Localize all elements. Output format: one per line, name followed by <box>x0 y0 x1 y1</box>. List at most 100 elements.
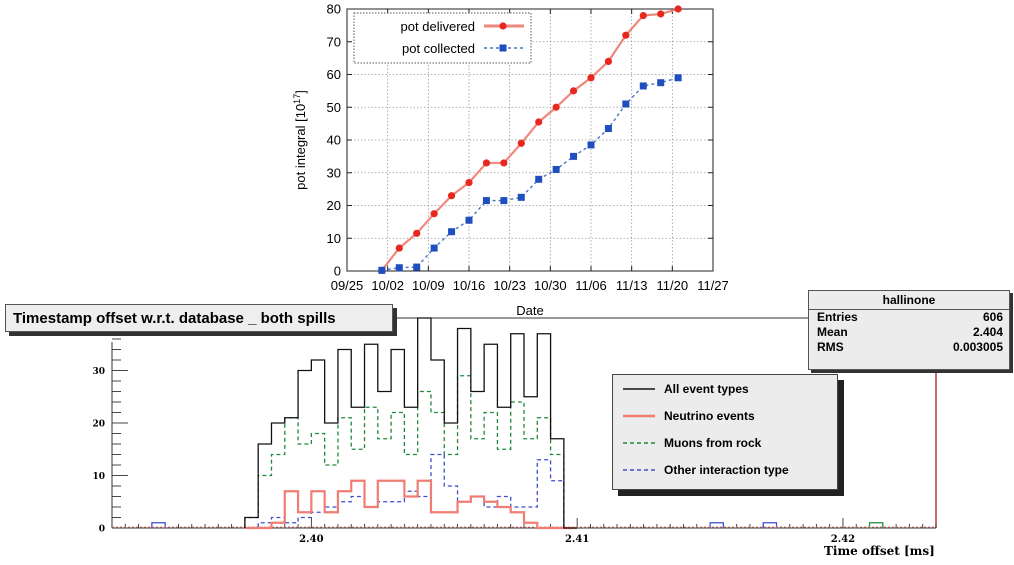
pot-point-collected <box>517 193 525 201</box>
pot-integral-chart: 09/25 10/02 10/09 10/16 10/23 10/30 11/06 11/13… <box>292 2 729 319</box>
pot-x-tick-label: 10/30 <box>534 278 567 293</box>
legend-item-other: Other interaction type <box>613 457 837 483</box>
pot-y-tick-label: 10 <box>327 231 341 246</box>
pot-point-collected <box>535 175 543 183</box>
pot-legend-marker-delivered <box>499 22 507 30</box>
pot-point-delivered <box>482 159 491 167</box>
legend-swatch-neutrino <box>623 414 655 418</box>
histogram-series-3 <box>244 453 578 529</box>
histogram-x-tick-label: 2.41 <box>565 534 589 545</box>
pot-y-tick-label: 40 <box>327 133 341 148</box>
stats-mean-label: Mean <box>817 325 848 339</box>
pot-point-delivered <box>447 192 456 200</box>
stats-mean-value: 2.404 <box>972 325 1003 339</box>
pot-point-delivered <box>395 244 403 252</box>
pot-y-tick-label: 30 <box>327 165 341 180</box>
pot-point-collected <box>413 263 421 271</box>
pot-y-tick-label: 20 <box>327 198 341 213</box>
pot-axes: 09/25 10/02 10/09 10/16 10/23 10/30 11/06 11/13… <box>327 2 729 294</box>
pot-legend-label-collected: pot collected <box>402 41 475 56</box>
histogram-x-axis-title: Time offset [ms] <box>824 544 935 558</box>
histogram-series-1 <box>244 479 578 530</box>
legend-label-other: Other interaction type <box>664 463 789 477</box>
pot-point-delivered <box>413 229 421 237</box>
legend-label-all: All event types <box>664 382 749 396</box>
pot-point-delivered <box>465 178 473 187</box>
stats-histogram-name: hallinone <box>809 291 1009 310</box>
timestamp-offset-histogram: 0 10 20 30 2.40 2.41 2.42 <box>92 317 937 545</box>
pot-x-tick-label: 11/13 <box>616 278 648 293</box>
pot-point-collected <box>604 125 612 133</box>
pot-point-delivered <box>535 118 543 126</box>
histogram-title: Timestamp offset w.r.t. database _ both … <box>5 304 393 332</box>
pot-y-tick-label: 0 <box>334 264 341 279</box>
pot-point-delivered <box>639 11 647 20</box>
stats-entries-label: Entries <box>817 310 858 324</box>
pot-series-line-0 <box>380 7 679 272</box>
pot-point-collected <box>430 244 438 252</box>
pot-x-tick-label: 10/09 <box>412 278 445 293</box>
pot-point-collected <box>500 197 508 205</box>
pot-x-tick-label: 11/27 <box>697 278 729 293</box>
legend-item-all: All event types <box>613 376 837 402</box>
pot-point-delivered <box>552 103 560 111</box>
pot-x-tick-label: 11/06 <box>575 278 607 293</box>
histogram-series-2 <box>244 375 578 529</box>
pot-grid <box>347 9 713 271</box>
legend-swatch-all <box>623 388 655 390</box>
histogram-x-tick-label: 2.40 <box>299 534 323 545</box>
histogram-y-tick-label: 30 <box>92 367 105 377</box>
legend-swatch-other <box>623 469 655 471</box>
pot-point-collected <box>674 74 682 82</box>
stats-row-entries: Entries 606 <box>809 310 1009 325</box>
histogram-stray-bin <box>762 522 778 528</box>
histogram-y-tick-label: 0 <box>99 525 105 535</box>
pot-point-collected <box>378 266 386 274</box>
pot-y-tick-label: 50 <box>327 100 341 115</box>
pot-x-tick-label: 09/25 <box>331 278 364 293</box>
histogram-stats-box: hallinone Entries 606 Mean 2.404 RMS 0.0030… <box>808 290 1010 370</box>
pot-point-collected <box>552 165 560 173</box>
pot-point-delivered <box>430 210 438 218</box>
histogram-y-tick-label: 20 <box>92 420 105 430</box>
pot-point-collected <box>657 79 665 87</box>
legend-item-neutrino: Neutrino events <box>613 403 837 429</box>
pot-y-axis-title: pot integral [1017] <box>292 90 308 190</box>
legend-label-neutrino: Neutrino events <box>664 409 755 423</box>
histogram-stray-bin <box>868 522 884 528</box>
pot-x-tick-label: 10/16 <box>453 278 486 293</box>
pot-point-collected <box>395 264 403 272</box>
pot-point-delivered <box>587 74 595 82</box>
pot-point-delivered <box>622 31 630 39</box>
histogram-series <box>112 317 936 530</box>
pot-point-collected <box>465 216 473 224</box>
stats-rms-value: 0.003005 <box>952 340 1003 354</box>
pot-y-tick-label: 60 <box>327 67 341 82</box>
pot-x-tick-label: 10/02 <box>371 278 404 293</box>
pot-point-delivered <box>500 159 508 167</box>
pot-x-axis-title: Date <box>516 303 543 318</box>
pot-point-collected <box>570 152 578 160</box>
pot-point-delivered <box>569 87 578 95</box>
histogram-y-tick-label: 10 <box>92 472 105 482</box>
histogram-legend: All event types Neutrino events Muons fr… <box>612 374 838 490</box>
legend-swatch-muons <box>623 442 655 444</box>
pot-legend: pot delivered pot collected <box>353 12 532 64</box>
pot-point-collected <box>587 141 595 149</box>
pot-y-tick-label: 70 <box>327 34 341 49</box>
legend-label-muons: Muons from rock <box>664 436 762 450</box>
pot-y-tick-label: 80 <box>327 2 341 17</box>
histogram-x-tick-label: 2.42 <box>831 534 855 545</box>
stats-entries-value: 606 <box>982 310 1003 324</box>
legend-item-muons: Muons from rock <box>613 430 837 456</box>
pot-series <box>378 5 682 274</box>
pot-y-axis-title-tail: ] <box>293 90 308 94</box>
pot-legend-label-delivered: pot delivered <box>401 19 475 34</box>
pot-x-tick-label: 11/20 <box>657 278 689 293</box>
pot-point-collected <box>639 82 647 90</box>
histogram-series-0 <box>244 317 578 529</box>
pot-point-collected <box>622 100 630 108</box>
stats-rms-label: RMS <box>817 340 844 354</box>
histogram-stray-bin <box>151 522 166 528</box>
